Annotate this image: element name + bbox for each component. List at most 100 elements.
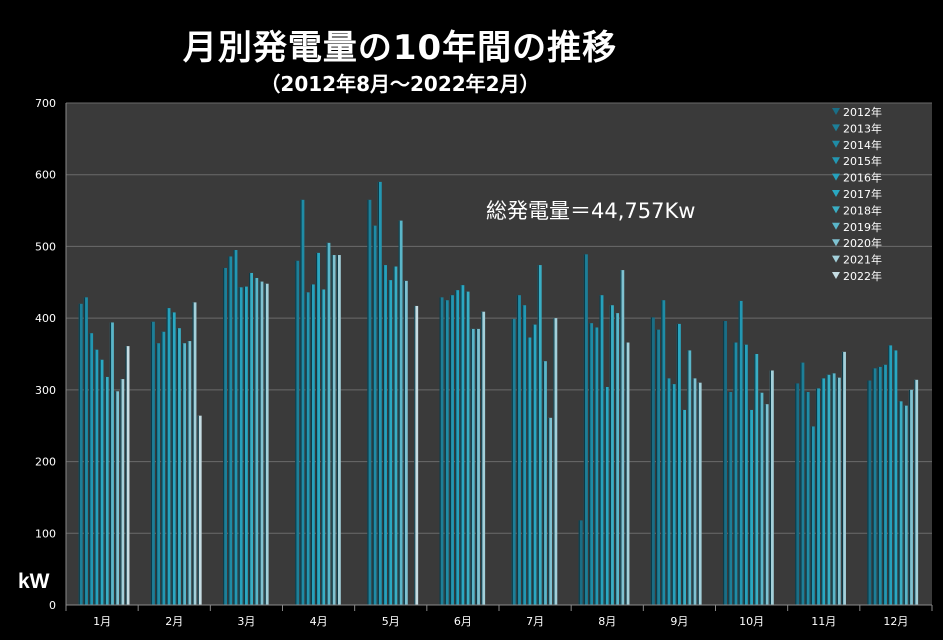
bar-shade [233,250,235,605]
bar [94,349,99,605]
bar-shade [898,401,900,605]
x-tick-label: 1月 [93,615,111,628]
x-tick-label: 9月 [670,615,688,628]
bar [583,254,588,605]
bar-shade [908,389,911,605]
bar [615,313,620,605]
bar [78,303,83,605]
bar-shade [836,377,838,605]
bar-shade [481,311,483,605]
bar-shade [800,362,802,605]
x-tick-label: 11月 [811,615,836,628]
legend-swatch [832,124,840,132]
bar-shade [537,265,539,605]
bar-shade [676,323,679,605]
bar-shade [815,388,818,605]
y-tick-label: 200 [35,456,56,469]
bar-shade [382,265,385,605]
bar-shade [542,361,545,605]
bar-shade [769,370,771,605]
bar-shade [877,366,879,605]
bar [83,297,88,605]
bar [666,378,671,605]
bar [650,317,655,605]
bar-shade [661,300,663,605]
bar-shade [810,426,812,605]
bar [532,324,537,605]
bar-shade [511,318,513,605]
x-tick-label: 5月 [382,615,400,628]
bar [104,376,109,605]
chart-subtitle: （2012年8月～2022年2月） [260,72,540,96]
bar [249,272,254,605]
bar-shade [367,199,369,606]
legend-swatch [832,222,840,230]
bar-shade [83,297,86,605]
bar-shade [475,328,478,605]
bar [692,378,697,605]
bar [826,374,831,605]
bar [223,267,228,605]
total-generation-annotation: 総発電量＝44,757Kw [486,199,696,223]
bar-shade [336,255,338,605]
bar-shade [403,280,405,605]
bar-shade [666,378,668,605]
bar-shade [682,409,684,605]
bar [769,370,774,605]
bar-shade [161,331,163,605]
bar [238,287,243,605]
bar-shade [460,285,462,605]
bar [609,305,614,605]
bar [243,286,248,605]
bar [676,323,681,605]
bar-shade [78,303,80,605]
bar [388,280,393,605]
y-axis: 0 100 200 300 400 500 600 700 [35,97,67,612]
bar-shade [305,292,307,605]
bar [821,378,826,605]
bar-shade [156,343,158,605]
bar [470,328,475,605]
bar [197,415,202,605]
bar-shade [656,329,658,605]
bar-shade [671,384,673,605]
bar-shade [150,321,153,605]
bar-shade [687,350,689,605]
unit-label: kW [18,570,50,593]
bar [475,328,480,605]
bar-shade [192,302,194,605]
legend-label: 2021年 [843,253,882,267]
bar [120,379,125,605]
bar [233,250,238,605]
bar [398,220,403,605]
x-tick-label: 8月 [598,615,616,628]
bar [625,342,630,605]
bar-shade [743,344,745,605]
bar [156,343,161,605]
bar-shade [805,392,807,605]
bar-shade [821,378,823,605]
bar-shade [444,300,446,605]
bar-shade [872,368,874,605]
legend-label: 2022年 [843,269,882,283]
bar [898,401,903,605]
bar-shade [826,374,828,605]
bar-shade [748,409,751,605]
bar [620,270,625,605]
x-tick-label: 10月 [739,615,764,628]
bar-shade [522,305,524,605]
bar-shade [692,378,694,605]
legend-swatch [832,255,840,263]
bar-shade [223,267,225,605]
bar [805,392,810,605]
bar [367,199,372,606]
bar [867,380,872,605]
bar [171,312,176,605]
bar-shade [583,254,586,605]
bar-shade [548,417,550,605]
bar-shade [228,256,230,605]
bar [553,318,558,605]
bar [414,305,419,605]
bar [522,305,527,605]
